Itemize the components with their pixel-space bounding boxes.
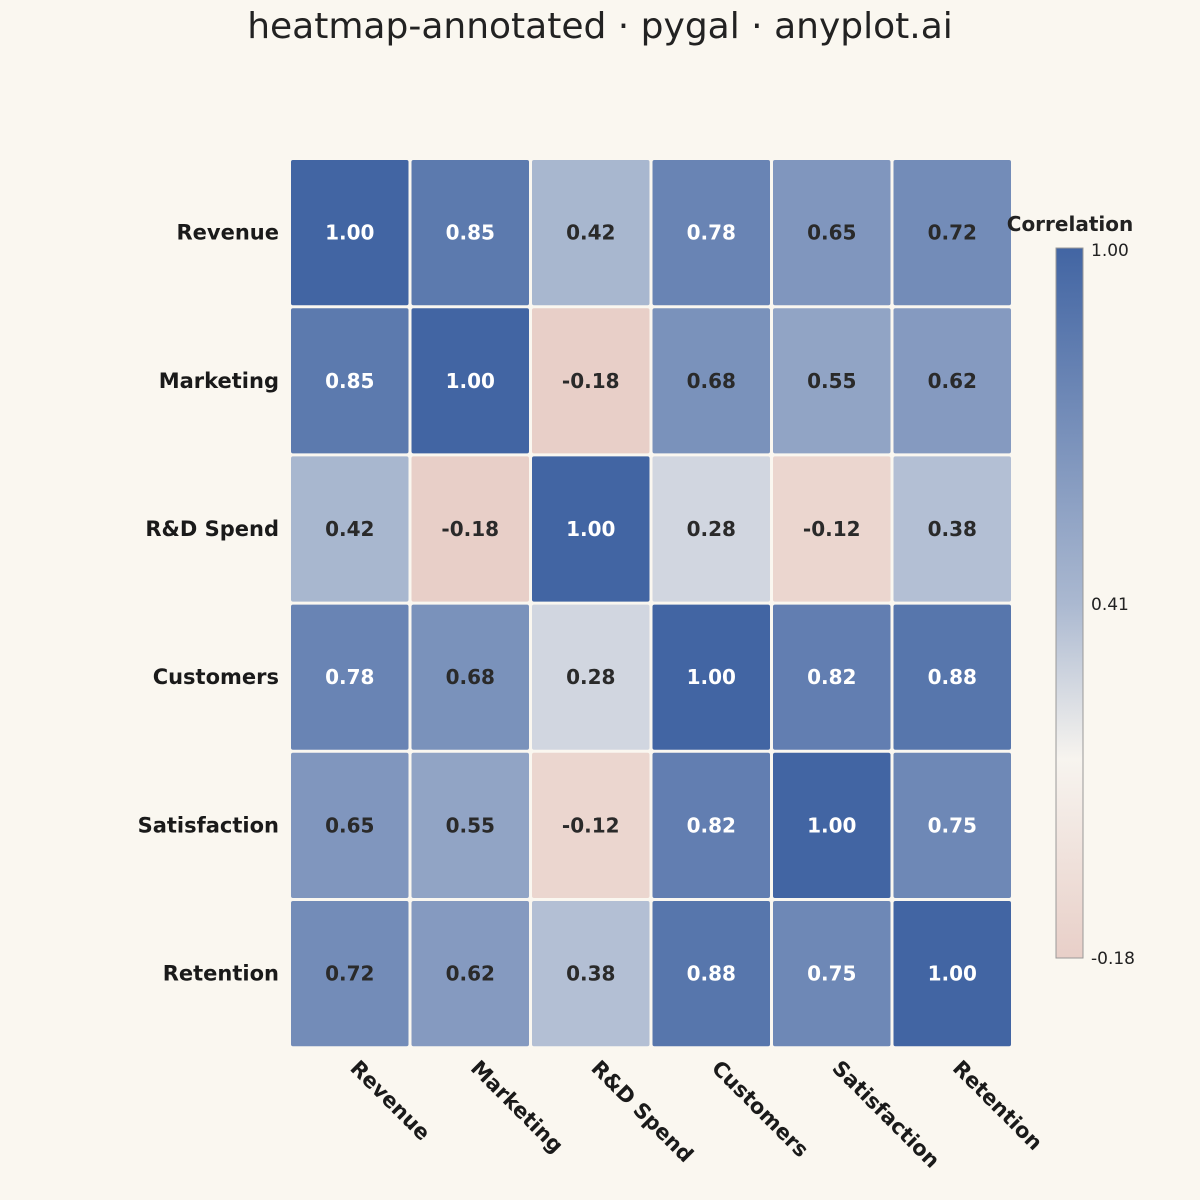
column-label: Marketing	[466, 1056, 568, 1158]
heatmap-cell	[893, 456, 1011, 602]
cell-value-label: 0.42	[566, 221, 615, 245]
heatmap-cell	[652, 160, 770, 306]
cell-value-label: 0.28	[687, 517, 736, 541]
heatmap-cell	[291, 901, 409, 1047]
cell-value-label: 0.82	[687, 813, 736, 837]
cell-value-label: 0.42	[325, 517, 374, 541]
heatmap-cell	[893, 308, 1011, 454]
heatmap-cell	[652, 604, 770, 750]
heatmap-cell	[411, 308, 529, 454]
heatmap-cell	[773, 901, 891, 1047]
heatmap-cell	[291, 308, 409, 454]
cell-value-label: 1.00	[687, 665, 736, 689]
cell-value-label: 0.72	[325, 962, 374, 986]
cell-value-label: 0.75	[928, 813, 977, 837]
cell-value-label: 0.38	[928, 517, 977, 541]
cell-value-label: 0.68	[446, 665, 495, 689]
colorbar-title: Correlation	[1007, 212, 1133, 236]
heatmap-cell	[652, 901, 770, 1047]
row-label: R&D Spend	[145, 517, 279, 541]
cell-value-label: 1.00	[928, 962, 977, 986]
column-label: Retention	[948, 1056, 1047, 1155]
cell-value-label: 0.65	[325, 813, 374, 837]
heatmap-cell	[291, 752, 409, 898]
cell-value-label: 0.28	[566, 665, 615, 689]
heatmap-cell	[291, 604, 409, 750]
cell-value-label: 0.78	[325, 665, 374, 689]
colorbar-gradient	[1055, 247, 1084, 959]
heatmap-cell	[773, 308, 891, 454]
column-label: Satisfaction	[827, 1056, 944, 1173]
cell-value-label: -0.12	[562, 813, 620, 837]
heatmap-cell	[893, 901, 1011, 1047]
heatmap-cell	[411, 604, 529, 750]
row-labels: Revenue Marketing R&D Spend Customers Satisf…	[138, 221, 279, 986]
cell-value-label: 1.00	[566, 517, 615, 541]
heatmap-cell	[773, 604, 891, 750]
heatmap-cell	[532, 901, 650, 1047]
cell-value-label: 1.00	[446, 369, 495, 393]
cell-value-label: 0.38	[566, 962, 615, 986]
heatmap-cell	[652, 456, 770, 602]
heatmap-cell	[773, 456, 891, 602]
colorbar-tick-mid: 0.41	[1091, 595, 1129, 615]
heatmap-cell	[291, 456, 409, 602]
heatmap-cell	[773, 752, 891, 898]
heatmap-cell	[893, 752, 1011, 898]
heatmap-cell	[532, 456, 650, 602]
cell-value-label: 0.88	[687, 962, 736, 986]
cell-value-label: 1.00	[325, 221, 374, 245]
cell-value-label: 0.82	[807, 665, 856, 689]
heatmap-cell	[411, 752, 529, 898]
cell-value-label: -0.18	[562, 369, 620, 393]
cell-value-label: 0.62	[928, 369, 977, 393]
cell-value-label: 0.78	[687, 221, 736, 245]
heatmap-cell	[411, 901, 529, 1047]
heatmap-cell	[291, 160, 409, 306]
heatmap-cell	[773, 160, 891, 306]
cell-value-label: 0.88	[928, 665, 977, 689]
heatmap-cell	[411, 456, 529, 602]
heatmap-cells: 1.00 0.85 0.42 0.78 0.65 0.72 0.85 1.00 -0.18 0.6…	[291, 160, 1011, 1047]
colorbar-tick-min: -0.18	[1091, 949, 1135, 969]
heatmap-cell	[893, 604, 1011, 750]
cell-value-label: 0.55	[807, 369, 856, 393]
colorbar: Correlation 1.00 0.41 -0.18	[1007, 212, 1135, 969]
row-label: Marketing	[159, 369, 279, 393]
row-label: Customers	[153, 665, 279, 689]
cell-value-label: 0.85	[325, 369, 374, 393]
cell-value-label: 0.62	[446, 962, 495, 986]
column-label: Revenue	[345, 1056, 434, 1145]
cell-value-label: 0.72	[928, 221, 977, 245]
column-labels: Revenue Marketing R&D Spend Customers Satisf…	[345, 1056, 1047, 1173]
row-label: Satisfaction	[138, 813, 279, 837]
heatmap-cell	[532, 604, 650, 750]
row-label: Retention	[163, 962, 279, 986]
heatmap-cell	[652, 308, 770, 454]
chart-title: heatmap-annotated · pygal · anyplot.ai	[247, 6, 953, 47]
cell-value-label: 1.00	[807, 813, 856, 837]
cell-value-label: 0.85	[446, 221, 495, 245]
column-label: R&D Spend	[586, 1056, 697, 1167]
heatmap-cell	[411, 160, 529, 306]
heatmap-cell	[652, 752, 770, 898]
column-label: Customers	[707, 1056, 813, 1162]
heatmap-cell	[532, 752, 650, 898]
cell-value-label: 0.68	[687, 369, 736, 393]
cell-value-label: 0.55	[446, 813, 495, 837]
heatmap-cell	[532, 308, 650, 454]
cell-value-label: 0.65	[807, 221, 856, 245]
colorbar-tick-max: 1.00	[1091, 241, 1129, 261]
heatmap-cell	[532, 160, 650, 306]
cell-value-label: 0.75	[807, 962, 856, 986]
row-label: Revenue	[177, 221, 280, 245]
cell-value-label: -0.12	[803, 517, 861, 541]
heatmap-cell	[893, 160, 1011, 306]
cell-value-label: -0.18	[441, 517, 499, 541]
